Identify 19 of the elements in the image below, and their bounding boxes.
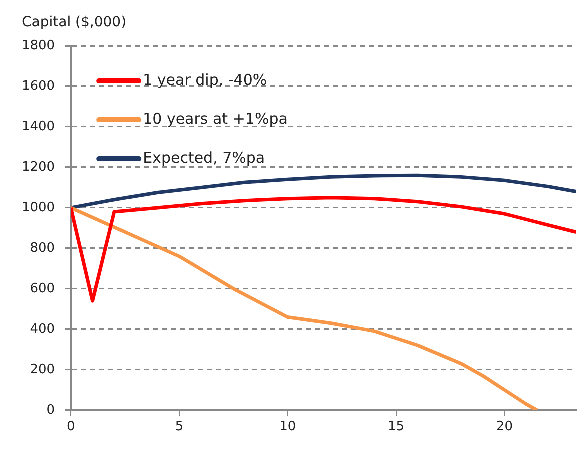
x-tick-label: 20 [496,420,513,435]
x-tick-label: 15 [388,420,405,435]
legend-label: Expected, 7%pa [143,148,266,167]
y-tick-label: 1600 [22,78,56,94]
y-tick-label: 1000 [22,200,56,216]
y-axis-title: Capital ($,000) [22,14,127,31]
y-tick-label: 600 [30,281,56,296]
legend-label: 10 years at +1%pa [143,110,288,128]
y-tick-label: 1400 [22,119,56,134]
y-tick-label: 0 [46,402,56,418]
y-tick-label: 1800 [22,38,56,54]
y-tick-label: 200 [30,362,56,378]
x-tick-label: 0 [66,420,76,435]
x-tick-label: 5 [175,420,184,435]
y-tick-label: 400 [30,322,56,337]
y-tick-label: 1200 [22,160,56,175]
x-tick-label: 10 [280,420,296,435]
legend-label: 1 year dip, -40% [143,70,268,89]
y-tick-label: 800 [30,240,56,256]
